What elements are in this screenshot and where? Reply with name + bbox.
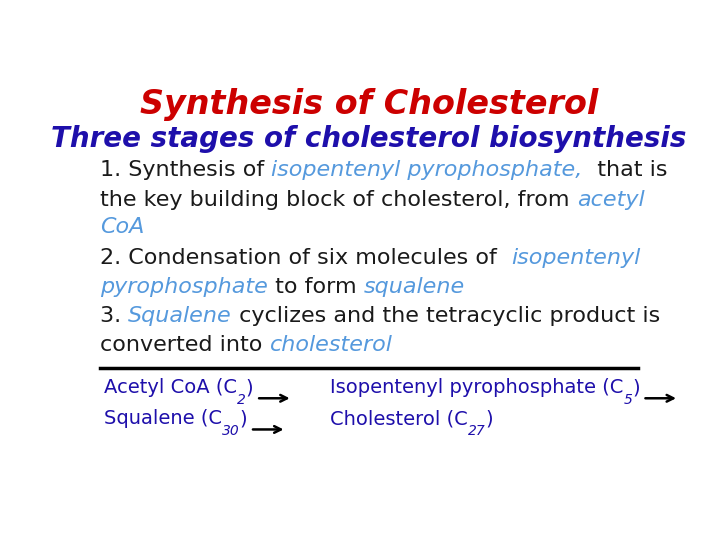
Text: isopentenyl pyrophosphate,: isopentenyl pyrophosphate, [271, 160, 582, 180]
Text: converted into: converted into [100, 335, 269, 355]
Text: ): ) [632, 379, 640, 397]
Text: Cholesterol (C: Cholesterol (C [330, 409, 468, 428]
Text: ): ) [485, 409, 493, 428]
Text: 2: 2 [237, 393, 246, 407]
Text: Isopentenyl pyrophosphate (C: Isopentenyl pyrophosphate (C [330, 379, 624, 397]
Text: 5: 5 [624, 393, 632, 407]
Text: Synthesis of Cholesterol: Synthesis of Cholesterol [140, 87, 598, 120]
Text: 1. Synthesis of: 1. Synthesis of [100, 160, 271, 180]
Text: Three stages of cholesterol biosynthesis: Three stages of cholesterol biosynthesis [51, 125, 687, 153]
Text: 3.: 3. [100, 306, 128, 326]
Text: isopentenyl: isopentenyl [511, 248, 640, 268]
Text: Squalene: Squalene [128, 306, 232, 326]
Text: to form: to form [268, 277, 364, 297]
Text: cyclizes and the tetracyclic product is: cyclizes and the tetracyclic product is [232, 306, 660, 326]
Text: 2. Condensation of six molecules of: 2. Condensation of six molecules of [100, 248, 511, 268]
Text: CoA: CoA [100, 217, 145, 237]
Text: ): ) [246, 379, 253, 397]
Text: pyrophosphate: pyrophosphate [100, 277, 268, 297]
Text: acetyl: acetyl [577, 190, 644, 210]
Text: that is: that is [582, 160, 667, 180]
Text: 27: 27 [468, 424, 485, 438]
Text: 30: 30 [222, 424, 240, 438]
Text: cholesterol: cholesterol [269, 335, 392, 355]
Text: Squalene (C: Squalene (C [104, 409, 222, 428]
Text: ): ) [240, 409, 248, 428]
Text: Acetyl CoA (C: Acetyl CoA (C [104, 379, 237, 397]
Text: squalene: squalene [364, 277, 465, 297]
Text: the key building block of cholesterol, from: the key building block of cholesterol, f… [100, 190, 577, 210]
